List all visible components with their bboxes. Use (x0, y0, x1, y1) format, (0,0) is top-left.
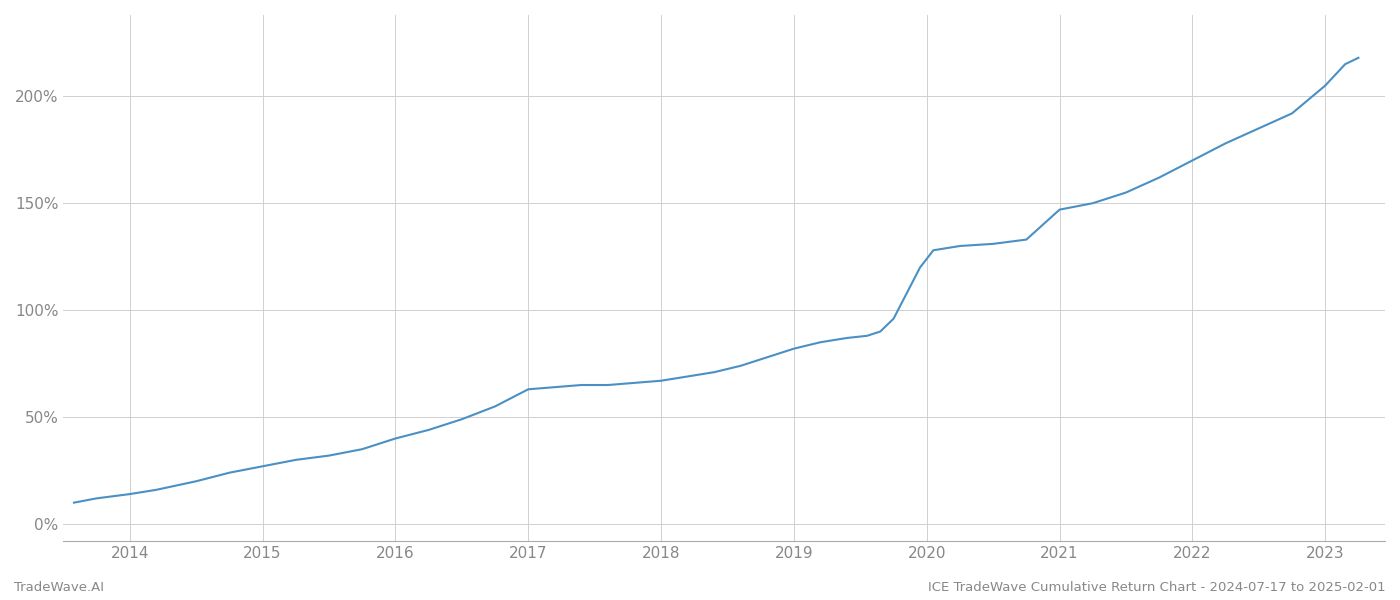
Text: ICE TradeWave Cumulative Return Chart - 2024-07-17 to 2025-02-01: ICE TradeWave Cumulative Return Chart - … (928, 581, 1386, 594)
Text: TradeWave.AI: TradeWave.AI (14, 581, 104, 594)
